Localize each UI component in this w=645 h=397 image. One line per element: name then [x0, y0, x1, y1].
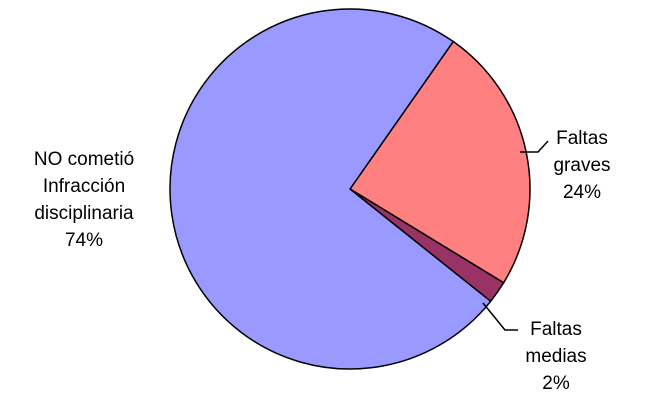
- slice-label-2: NO cometió Infracción disciplinaria 74%: [34, 149, 134, 251]
- slice-label-0: Faltas graves 24%: [553, 128, 610, 203]
- leader-line-1: [482, 302, 518, 331]
- slice-label-1: Faltas medias 2%: [525, 319, 586, 394]
- slice-percent-2: 74%: [65, 230, 103, 251]
- pie-slice-2: [169, 8, 492, 370]
- slice-label-line-1-1: medias: [525, 346, 586, 367]
- pie-leader-lines: [482, 140, 549, 331]
- slice-label-line-0-1: graves: [553, 155, 610, 176]
- slice-percent-1: 2%: [542, 373, 570, 394]
- slice-label-line-2-0: NO cometió: [34, 149, 134, 170]
- pie-labels: Faltas graves 24% Faltas medias 2% NO cometió I…: [34, 128, 611, 394]
- slice-percent-0: 24%: [563, 182, 601, 203]
- leader-line-0: [520, 140, 549, 153]
- slice-label-line-2-2: disciplinaria: [34, 203, 134, 224]
- slice-label-line-2-1: Infracción: [43, 176, 125, 197]
- slice-label-line-0-0: Faltas: [556, 128, 608, 149]
- slice-label-line-1-0: Faltas: [530, 319, 582, 340]
- pie-slices: [169, 8, 531, 370]
